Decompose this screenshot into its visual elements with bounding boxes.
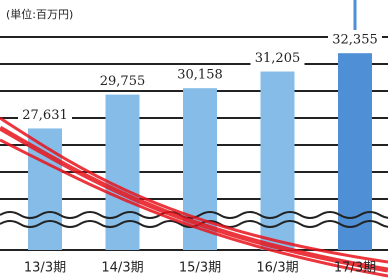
x-tick-label: 16/3期 — [256, 261, 298, 276]
value-label: 30,158 — [177, 68, 223, 83]
x-tick-label: 14/3期 — [101, 261, 143, 276]
value-label: 29,755 — [100, 74, 146, 89]
x-tick-label: 17/3期 — [334, 261, 376, 276]
x-tick-label: 15/3期 — [179, 261, 221, 276]
bar — [261, 72, 295, 250]
page: {"chart_data": {"type": "bar", "title": … — [0, 0, 388, 279]
value-label: 31,205 — [255, 51, 301, 66]
x-tick-label: 13/3期 — [24, 261, 66, 276]
value-label: 32,355 — [332, 33, 378, 48]
chart-title: (単位:百万円) — [6, 7, 73, 21]
value-label: 27,631 — [22, 108, 68, 123]
chart: (単位:百万円) 27,63129,75530,15831,20532,355 … — [0, 0, 388, 279]
